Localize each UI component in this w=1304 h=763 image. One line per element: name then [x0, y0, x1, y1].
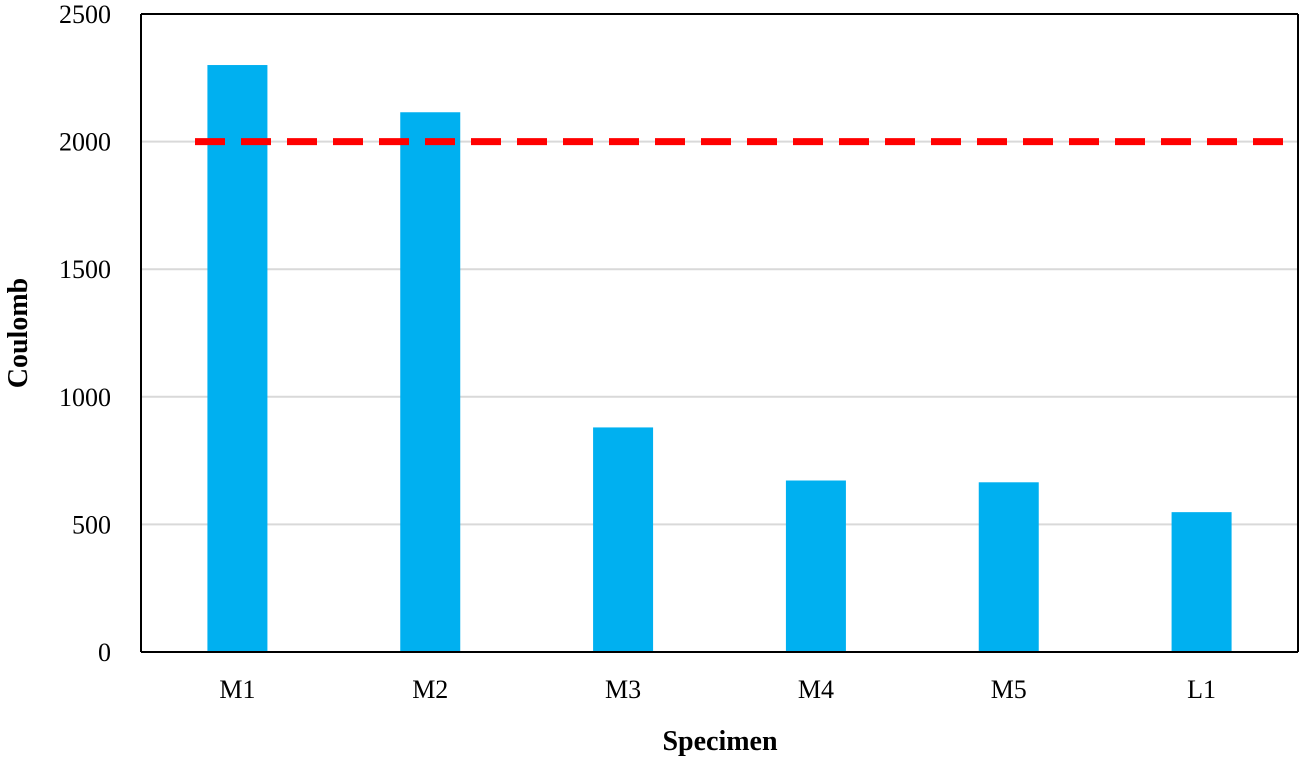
bar-m3	[593, 427, 654, 652]
y-tick-label: 1000	[59, 383, 111, 412]
y-tick-label: 500	[72, 510, 111, 539]
x-tick-labels: M1 M2 M3 M4 M5 L1	[219, 675, 1216, 704]
y-tick-label: 2500	[59, 0, 111, 29]
y-tick-label: 2000	[59, 128, 111, 157]
bar-m5	[978, 482, 1039, 652]
gridlines	[141, 140, 1298, 526]
x-tick-label: M5	[991, 675, 1027, 704]
x-tick-label: L1	[1187, 675, 1216, 704]
x-axis-title: Specimen	[662, 726, 778, 757]
x-tick-label: M1	[219, 675, 255, 704]
bar-l1	[1171, 512, 1232, 652]
bar-m4	[785, 480, 846, 652]
y-tick-label: 1500	[59, 255, 111, 284]
axes	[140, 13, 1299, 653]
bar-m1	[207, 65, 268, 653]
y-axis-title: Coulomb	[3, 278, 34, 388]
y-tick-labels: 0 500 1000 1500 2000 2500	[59, 0, 111, 667]
x-tick-label: M4	[798, 675, 834, 704]
x-tick-label: M2	[412, 675, 448, 704]
bar-m2	[400, 112, 461, 652]
bars	[207, 65, 1232, 653]
y-tick-label: 0	[98, 638, 111, 667]
x-tick-label: M3	[605, 675, 641, 704]
